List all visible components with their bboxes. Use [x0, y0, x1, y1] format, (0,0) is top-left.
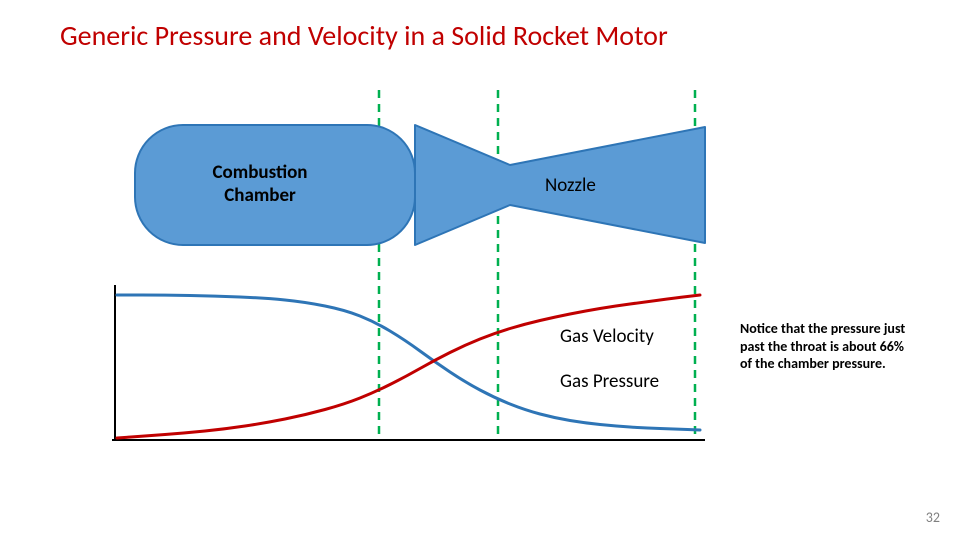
nozzle-label: Nozzle	[545, 174, 596, 197]
guide-lines	[0, 0, 960, 540]
pressure-note: Notice that the pressure just past the t…	[740, 320, 915, 373]
gas-pressure-label: Gas Pressure	[560, 370, 659, 393]
page-title: Generic Pressure and Velocity in a Solid…	[60, 18, 668, 53]
graph	[105, 280, 705, 450]
gas-velocity-label: Gas Velocity	[560, 325, 654, 348]
rocket-diagram: CombustionChamber Nozzle	[110, 115, 710, 260]
page-number: 32	[926, 509, 940, 526]
combustion-chamber-label: CombustionChamber	[160, 162, 360, 208]
